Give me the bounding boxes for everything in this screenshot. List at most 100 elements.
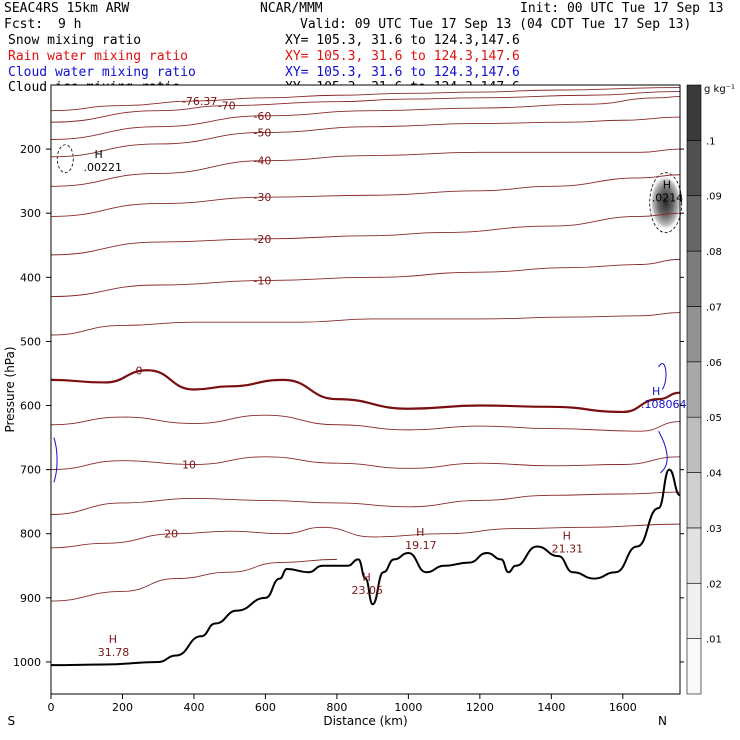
- temperature-contour: [50, 96, 681, 140]
- x-tick-label: 1200: [466, 701, 494, 714]
- x-tick-label: 1400: [537, 701, 565, 714]
- field-snow-xy: XY= 105.3, 31.6 to 124.3,147.6: [285, 33, 520, 48]
- y-tick-label: 500: [20, 335, 41, 348]
- colorbar-swatch: [686, 527, 702, 584]
- colorbar-swatch: [686, 416, 702, 473]
- colorbar-tick-label: .08: [706, 247, 722, 258]
- high-marker: H: [416, 526, 424, 539]
- colorbar-tick-label: .07: [706, 302, 722, 313]
- high-value-label: .108064: [641, 398, 687, 411]
- plot-background: [51, 85, 680, 694]
- y-tick-label: 1000: [13, 656, 41, 669]
- y-tick-label: 700: [20, 464, 41, 477]
- contour-label: -50: [253, 126, 271, 139]
- temperature-contour: [50, 90, 681, 123]
- field-cloudwater-xy: XY= 105.3, 31.6 to 124.3,147.6: [285, 65, 520, 80]
- colorbar-swatch: [686, 582, 702, 639]
- fcst-label: Fcst:: [4, 17, 44, 32]
- contour-label: -70: [218, 100, 236, 113]
- temperature-contour: [50, 491, 681, 515]
- temperature-contour: [50, 523, 681, 549]
- colorbar: .01 .02 .03 .04 .05 .06 .07 .08 .09 .1 g kg⁻¹: [686, 84, 735, 695]
- field-cloudwater-name: Cloud water mixing ratio: [8, 65, 196, 80]
- contour-label: -76.37: [182, 95, 217, 108]
- colorbar-tick-label: .05: [706, 413, 722, 424]
- colorbar-tick-label: .02: [706, 579, 722, 590]
- north-label: N: [658, 714, 667, 728]
- temperature-contour: [50, 258, 681, 297]
- x-tick-label: 200: [112, 701, 133, 714]
- high-marker: H: [363, 571, 371, 584]
- colorbar-tick-label: .04: [706, 469, 722, 480]
- x-tick-label: 400: [183, 701, 204, 714]
- high-value-label: .00221: [83, 161, 122, 174]
- plot-area: -76.37 -70-60-50-40-30-20-1001020H31.78H2…: [50, 85, 687, 694]
- temperature-contour: [50, 212, 681, 256]
- temperature-contour: [50, 174, 681, 217]
- colorbar-tick-label: .1: [706, 136, 716, 147]
- high-value-label: 21.31: [552, 542, 584, 555]
- x-tick-label: 1600: [609, 701, 637, 714]
- y-tick-label: 900: [20, 592, 41, 605]
- high-value-label: .0214: [652, 192, 684, 205]
- colorbar-swatch: [686, 250, 702, 307]
- colorbar-tick-label: .09: [706, 192, 722, 203]
- high-value-label: 19.17: [405, 539, 437, 552]
- colorbar-tick-label: .03: [706, 524, 722, 535]
- contour-label: 20: [164, 528, 178, 541]
- high-value-label: 23.05: [352, 584, 384, 597]
- temperature-contour: [50, 116, 681, 158]
- cloud-ice-shading: [649, 174, 682, 231]
- contour-label: -30: [253, 191, 271, 204]
- cloud-water-contour: [658, 430, 668, 474]
- temperature-contour: [50, 369, 681, 414]
- colorbar-unit: g kg⁻¹: [704, 84, 735, 95]
- colorbar-swatch: [686, 306, 702, 363]
- org-title: NCAR/MMM: [260, 1, 323, 16]
- y-tick-label: 600: [20, 400, 41, 413]
- fcst-value: 9 h: [58, 17, 82, 32]
- colorbar-swatch: [686, 140, 702, 197]
- contour-label: 0: [135, 364, 142, 377]
- temperature-contour: [50, 558, 337, 602]
- y-tick-label: 300: [20, 207, 41, 220]
- temperature-contour: [50, 312, 681, 336]
- high-marker: H: [94, 148, 102, 161]
- high-marker: H: [109, 633, 117, 646]
- init-time: Init: 00 UTC Tue 17 Sep 13: [520, 1, 724, 16]
- plot-frame: [50, 84, 681, 695]
- contour-label: -20: [253, 233, 271, 246]
- x-tick-label: 1000: [394, 701, 422, 714]
- high-value-label: 31.78: [98, 646, 129, 659]
- colorbar-swatch: [686, 84, 702, 141]
- temperature-contour: [50, 456, 681, 471]
- y-tick-label: 400: [20, 271, 41, 284]
- high-marker: H: [652, 385, 660, 398]
- colorbar-swatch: [686, 638, 702, 695]
- contour-label: -40: [253, 155, 271, 168]
- temperature-contour: [50, 148, 681, 187]
- field-snow-name: Snow mixing ratio: [8, 33, 142, 48]
- x-tick-label: 0: [48, 701, 55, 714]
- x-tick-label: 600: [255, 701, 276, 714]
- model-title: SEAC4RS 15km ARW: [4, 1, 130, 16]
- colorbar-swatch: [686, 472, 702, 529]
- cloud-water-contour: [53, 437, 58, 483]
- colorbar-tick-label: .01: [706, 635, 722, 646]
- y-tick-label: 800: [20, 528, 41, 541]
- cloud-ice-contour: [649, 172, 683, 234]
- field-rain-name: Rain water mixing ratio: [8, 49, 189, 64]
- colorbar-swatch: [686, 195, 702, 252]
- colorbar-tick-label: .06: [706, 358, 722, 369]
- high-marker: H: [663, 179, 671, 192]
- y-tick-label: 200: [20, 143, 41, 156]
- temperature-contour: [50, 414, 681, 432]
- x-axis-label: Distance (km): [323, 714, 407, 728]
- contour-label: -60: [253, 110, 271, 123]
- field-rain-xy: XY= 105.3, 31.6 to 124.3,147.6: [285, 49, 520, 64]
- terrain-line: [50, 468, 681, 667]
- snow-contour: [56, 144, 74, 174]
- colorbar-swatch: [686, 361, 702, 418]
